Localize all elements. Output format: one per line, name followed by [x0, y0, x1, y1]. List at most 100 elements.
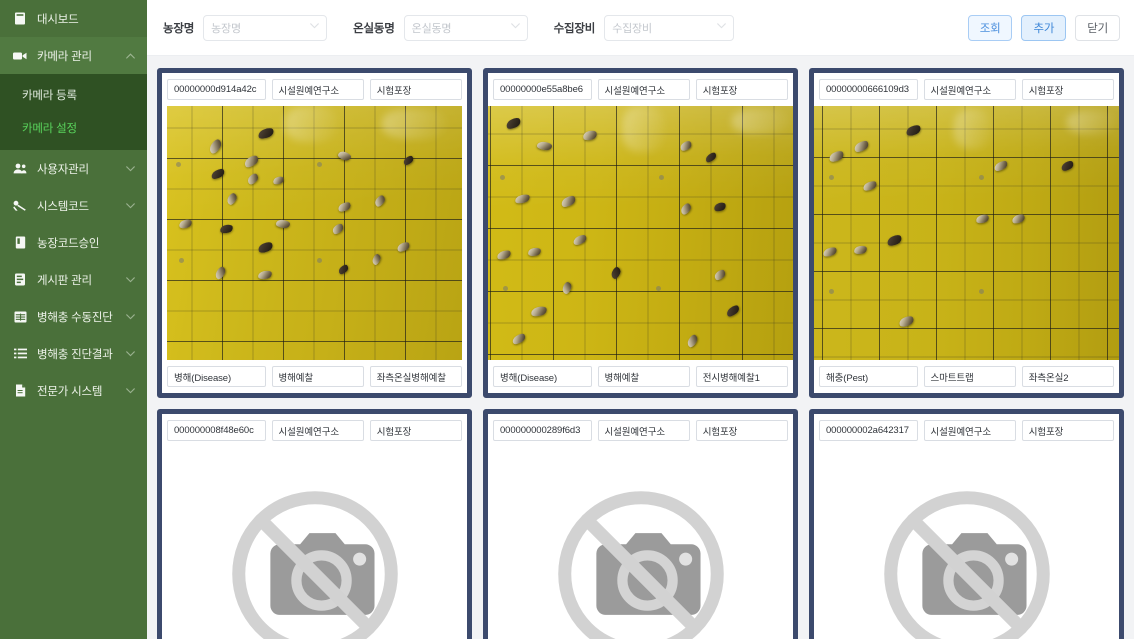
users-icon — [12, 162, 28, 176]
sidebar-item-label: 농장코드승인 — [37, 237, 100, 250]
organization-field[interactable]: 시설원예연구소 — [923, 79, 1016, 100]
camera-card-media[interactable] — [488, 106, 793, 360]
sidebar-item-manual-diagnosis[interactable]: 병해충 수동진단 — [0, 298, 147, 335]
camera-id-field[interactable]: 00000000666109d3 — [819, 79, 918, 100]
chevron-down-icon[interactable] — [125, 164, 135, 174]
sidebar-item-dashboard[interactable]: 대시보드 — [0, 0, 147, 37]
farm-name-select-value: 농장명 — [211, 22, 241, 35]
collection-device-select[interactable]: 수집장비 — [604, 14, 735, 41]
sticky-trap-image — [488, 106, 793, 360]
detection-type-field[interactable]: 병해(Disease) — [493, 366, 592, 387]
camera-card-media[interactable] — [162, 447, 467, 639]
trap-sheen — [1067, 111, 1116, 134]
farm-name-select[interactable]: 농장명 — [203, 14, 328, 41]
location-field[interactable]: 좌측온실2 — [1021, 366, 1114, 387]
camera-card-media[interactable] — [162, 106, 467, 360]
chevron-down-icon[interactable] — [125, 386, 135, 396]
purpose-field[interactable]: 병해예찰 — [597, 366, 690, 387]
camera-card-footer-fields: 병해(Disease) 병해예찰 좌측온실병해예찰 — [162, 360, 467, 393]
add-button[interactable]: 추가 — [1021, 14, 1067, 41]
organization-field[interactable]: 시설원예연구소 — [597, 79, 690, 100]
chevron-down-icon[interactable] — [125, 349, 135, 359]
detection-type-field[interactable]: 해충(Pest) — [819, 366, 918, 387]
camera-card-media[interactable] — [488, 447, 793, 639]
chevron-down-icon[interactable] — [125, 275, 135, 285]
location-field[interactable]: 좌측온실병해예찰 — [369, 366, 462, 387]
trap-sheen — [954, 108, 991, 150]
camera-card-footer-fields: 병해(Disease) 병해예찰 전시병해예찰1 — [488, 360, 793, 393]
code-icon — [12, 199, 28, 213]
sidebar-item-camera-management[interactable]: 카메라 관리 — [0, 37, 147, 74]
no-image-placeholder — [814, 447, 1119, 639]
trap-marker-dot — [655, 286, 661, 292]
sidebar-item-farm-code-approval[interactable]: 농장코드승인 — [0, 224, 147, 261]
sidebar-subitem-camera-register[interactable]: 카메라 등록 — [22, 89, 77, 102]
camera-id-field[interactable]: 000000000289f6d3 — [493, 420, 592, 441]
filter-group-farm-name: 농장명 농장명 — [163, 14, 328, 41]
camera-card-header-fields: 00000000e55a8be6 시설원예연구소 시험포장 — [488, 73, 793, 106]
camera-id-field[interactable]: 00000000e55a8be6 — [493, 79, 592, 100]
site-field[interactable]: 시험포장 — [1021, 79, 1114, 100]
chevron-down-icon[interactable] — [717, 23, 727, 32]
sidebar-item-board-management[interactable]: 게시판 관리 — [0, 261, 147, 298]
site-field[interactable]: 시험포장 — [695, 79, 788, 100]
chevron-down-icon[interactable] — [510, 23, 520, 32]
trap-marker-dot — [829, 174, 835, 180]
organization-field[interactable]: 시설원예연구소 — [271, 420, 364, 441]
camera-card[interactable]: 000000000289f6d3 시설원예연구소 시험포장 — [483, 409, 798, 639]
sidebar-subitem-camera-settings[interactable]: 카메라 설정 — [22, 122, 77, 135]
no-image-placeholder — [162, 447, 467, 639]
camera-card-grid: 00000000d914a42c 시설원예연구소 시험포장 병해(Disease) 병해… — [157, 68, 1124, 639]
camera-id-field[interactable]: 00000000d914a42c — [167, 79, 266, 100]
site-field[interactable]: 시험포장 — [369, 79, 462, 100]
trap-marker-dot — [178, 258, 184, 264]
chevron-down-icon[interactable] — [310, 23, 319, 32]
camera-card[interactable]: 000000008f48e60c 시설원예연구소 시험포장 — [157, 409, 472, 639]
chevron-up-icon[interactable] — [125, 51, 135, 61]
search-button[interactable]: 조회 — [967, 14, 1013, 41]
sidebar-item-user-management[interactable]: 사용자관리 — [0, 150, 147, 187]
organization-field[interactable]: 시설원예연구소 — [597, 420, 690, 441]
filter-label-farm-name: 농장명 — [163, 22, 195, 35]
no-camera-icon — [557, 491, 724, 639]
camera-card-scroll-area[interactable]: 00000000d914a42c 시설원예연구소 시험포장 병해(Disease) 병해… — [147, 56, 1134, 639]
camera-card-footer-fields: 해충(Pest) 스마트트랩 좌측온실2 — [814, 360, 1119, 393]
site-field[interactable]: 시험포장 — [1021, 420, 1114, 441]
camera-card-media[interactable] — [814, 106, 1119, 360]
organization-field[interactable]: 시설원예연구소 — [271, 79, 364, 100]
list-icon — [12, 347, 28, 361]
location-field[interactable]: 전시병해예찰1 — [695, 366, 788, 387]
trap-marker-dot — [317, 161, 323, 167]
sidebar-item-diagnosis-result[interactable]: 병해충 진단결과 — [0, 335, 147, 372]
video-camera-icon — [12, 49, 28, 63]
document-icon — [12, 384, 28, 398]
sidebar-item-system-code[interactable]: 시스템코드 — [0, 187, 147, 224]
camera-id-field[interactable]: 000000002a642317 — [819, 420, 918, 441]
organization-field[interactable]: 시설원예연구소 — [923, 420, 1016, 441]
camera-id-field[interactable]: 000000008f48e60c — [167, 420, 266, 441]
greenhouse-name-select[interactable]: 온실동명 — [403, 14, 528, 41]
purpose-field[interactable]: 스마트트랩 — [923, 366, 1016, 387]
detection-type-field[interactable]: 병해(Disease) — [167, 366, 266, 387]
close-button[interactable]: 닫기 — [1075, 14, 1120, 41]
purpose-field[interactable]: 병해예찰 — [271, 366, 364, 387]
camera-card[interactable]: 000000002a642317 시설원예연구소 시험포장 — [809, 409, 1124, 639]
camera-card-media[interactable] — [814, 447, 1119, 639]
site-field[interactable]: 시험포장 — [369, 420, 462, 441]
site-field[interactable]: 시험포장 — [695, 420, 788, 441]
sidebar-item-expert-system[interactable]: 전문가 시스템 — [0, 372, 147, 409]
camera-card-header-fields: 00000000666109d3 시설원예연구소 시험포장 — [814, 73, 1119, 106]
trap-marker-dot — [500, 174, 506, 180]
board-icon — [12, 273, 28, 287]
trap-sheen — [622, 106, 665, 152]
trap-marker-dot — [175, 161, 181, 167]
chevron-down-icon[interactable] — [125, 201, 135, 211]
main-content: 농장명 농장명 온실동명 온실동명 수집장비 수집장비 조회 추가 닫기 00000000d91… — [147, 0, 1134, 639]
chevron-down-icon[interactable] — [125, 312, 135, 322]
trap-sheen — [285, 106, 339, 142]
